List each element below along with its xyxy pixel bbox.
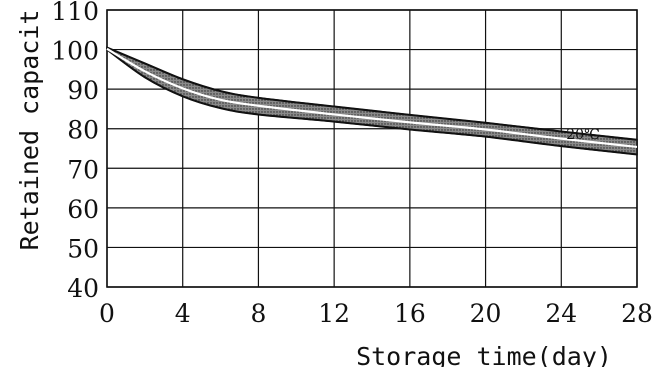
x-tick-label: 20 (470, 299, 502, 328)
x-tick-label: 4 (175, 299, 191, 328)
x-tick-label: 8 (250, 299, 266, 328)
x-tick-label: 0 (99, 299, 115, 328)
y-tick-label: 60 (67, 195, 99, 224)
y-tick-label: 100 (51, 37, 99, 66)
upper-bound-line (106, 46, 638, 141)
y-axis-label: Retained capacit (15, 10, 44, 251)
lower-bound-line (106, 48, 638, 156)
y-tick-label: 110 (51, 0, 99, 26)
y-tick-label: 80 (67, 116, 99, 145)
x-tick-label: 28 (621, 299, 653, 328)
data-band (106, 46, 638, 156)
y-tick-label: 40 (67, 274, 99, 303)
y-tick-label: 50 (67, 234, 99, 263)
x-tick-label: 12 (318, 299, 350, 328)
y-tick-label: 70 (67, 155, 99, 184)
x-tick-label: 16 (394, 299, 426, 328)
tick-labels: 40 50 60 70 80 90 100 110 0 4 8 12 16 20 24 28 (51, 0, 653, 328)
x-axis-label: Storage time(day) (356, 342, 612, 367)
temperature-annotation: 20℃ (566, 127, 599, 143)
grid-lines (106, 9, 638, 288)
center-line (106, 47, 638, 149)
plot-frame (106, 9, 638, 288)
x-tick-label: 24 (545, 299, 577, 328)
y-tick-label: 90 (67, 76, 99, 105)
